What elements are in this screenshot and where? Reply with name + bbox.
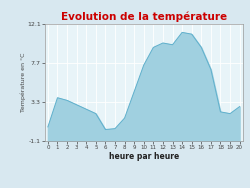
X-axis label: heure par heure: heure par heure <box>108 152 179 161</box>
Title: Evolution de la température: Evolution de la température <box>61 12 227 22</box>
Y-axis label: Température en °C: Température en °C <box>20 53 26 112</box>
